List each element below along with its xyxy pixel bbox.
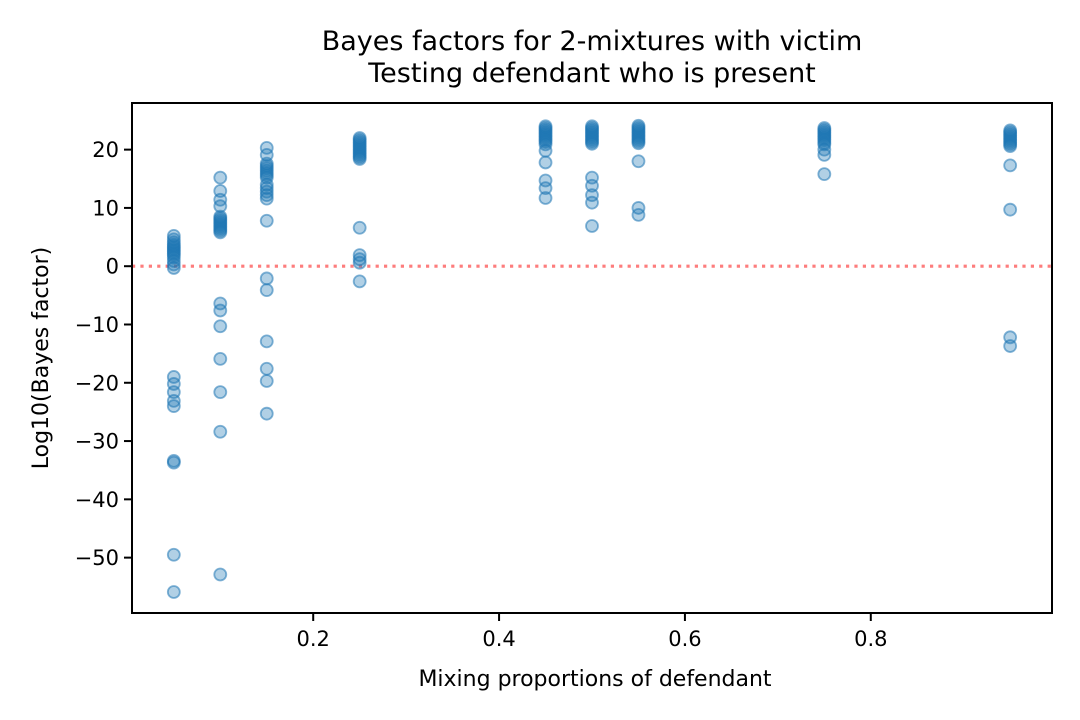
data-point	[352, 255, 367, 270]
data-point	[352, 152, 367, 166]
data-point	[166, 370, 181, 384]
x-tick-label: 0.8	[854, 627, 887, 651]
data-point	[259, 271, 274, 286]
x-tick-label: 0.4	[482, 627, 515, 651]
data-point	[213, 351, 228, 366]
data-point	[631, 208, 646, 222]
data-point	[259, 283, 274, 297]
data-point	[538, 191, 553, 205]
data-point	[352, 252, 367, 267]
x-tick-label: 0.6	[668, 627, 701, 651]
data-point	[259, 361, 274, 376]
data-point	[166, 455, 181, 470]
data-point	[631, 136, 646, 151]
y-tick-label: −40	[75, 488, 119, 512]
y-tick-label: 0	[106, 255, 119, 279]
y-tick-label: 20	[92, 138, 119, 162]
data-point	[352, 220, 367, 235]
y-axis-label: Log10(Bayes factor)	[29, 247, 54, 470]
data-point	[631, 154, 646, 169]
data-point	[817, 167, 832, 182]
data-point	[166, 250, 181, 265]
data-point	[213, 424, 228, 439]
data-point	[585, 219, 599, 233]
x-tick-label: 0.2	[297, 627, 330, 651]
y-tick-label: 10	[92, 196, 119, 220]
data-point	[213, 225, 228, 240]
y-tick-label: −20	[75, 371, 119, 395]
data-point	[1003, 158, 1018, 173]
data-point	[538, 155, 553, 170]
data-point	[213, 567, 228, 582]
data-point	[631, 201, 646, 215]
data-point	[259, 406, 274, 421]
data-point	[585, 136, 599, 151]
data-point	[166, 585, 181, 599]
data-point	[538, 181, 553, 195]
data-point	[166, 399, 181, 413]
data-point	[259, 181, 274, 195]
data-point	[259, 140, 274, 155]
data-point	[259, 334, 274, 349]
data-point	[213, 296, 228, 311]
data-point	[259, 374, 274, 388]
data-point	[213, 303, 228, 318]
data-point	[1003, 139, 1018, 154]
y-tick-label: −30	[75, 430, 119, 454]
chart-title-line1: Bayes factors for 2-mixtures with victim	[322, 26, 863, 57]
x-axis-label: Mixing proportions of defendant	[418, 667, 771, 692]
data-point	[817, 147, 832, 162]
y-tick-label: −50	[75, 546, 119, 570]
data-point	[585, 178, 599, 193]
plot-area: 0.2 0.4 0.6 0.8 20 10 0 −10 −20 −30 −40 −50	[75, 118, 1052, 651]
axes-frame	[131, 102, 1053, 614]
data-point	[259, 170, 274, 185]
data-point	[166, 261, 181, 275]
chart-title-line2: Testing defendant who is present	[367, 58, 816, 89]
data-point	[213, 385, 228, 399]
data-point	[585, 195, 599, 210]
data-point	[352, 274, 367, 289]
data-point	[259, 188, 274, 202]
data-point	[538, 143, 553, 158]
data-point	[166, 547, 181, 562]
data-point	[259, 213, 274, 228]
data-point	[259, 191, 274, 206]
data-point	[259, 184, 274, 199]
y-tick-label: −10	[75, 313, 119, 337]
data-point	[166, 257, 181, 272]
data-point	[259, 177, 274, 192]
data-point	[213, 319, 228, 334]
data-point	[166, 254, 181, 268]
data-point	[213, 170, 228, 185]
data-point	[1003, 339, 1018, 353]
data-point	[1003, 202, 1018, 217]
